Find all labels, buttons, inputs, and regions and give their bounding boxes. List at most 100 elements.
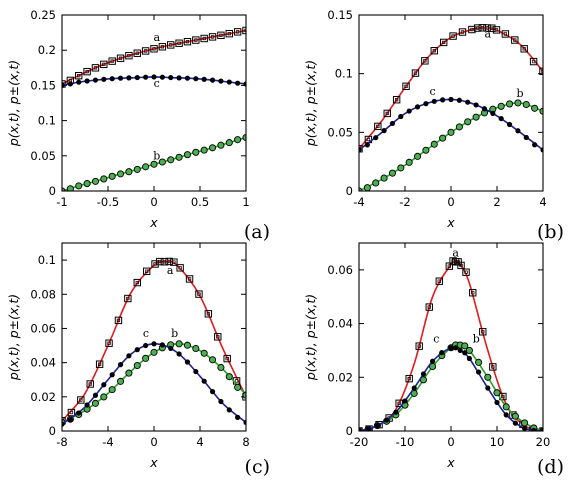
data-point (439, 350, 445, 356)
data-point (521, 419, 529, 427)
data-point-inner (447, 264, 451, 268)
data-point (405, 374, 413, 383)
x-tick-label: 0 (150, 195, 157, 209)
data-point (158, 158, 166, 166)
data-point (472, 113, 480, 121)
data-point (225, 373, 233, 381)
data-point (242, 393, 246, 401)
data-point-inner (160, 45, 165, 49)
series-line-a (359, 26, 543, 150)
data-point-inner (145, 269, 149, 273)
data-point-inner (177, 41, 181, 45)
curve-label-a: a (153, 31, 160, 44)
x-tick-label: 0 (150, 435, 157, 449)
data-point-inner (107, 341, 111, 345)
data-point-inner (503, 32, 508, 36)
data-point (200, 146, 208, 154)
curve-label-a: a (452, 246, 459, 259)
data-point (170, 258, 178, 266)
y-tick-label: 0.04 (327, 317, 353, 331)
data-point (462, 268, 470, 276)
data-point (151, 74, 157, 80)
data-point (431, 98, 437, 104)
data-point (406, 108, 412, 114)
data-point (117, 362, 124, 368)
data-point (84, 78, 90, 84)
data-point (448, 345, 454, 351)
data-point (175, 153, 183, 161)
data-point (184, 359, 191, 365)
data-point (183, 341, 192, 349)
data-point-inner (102, 62, 106, 66)
data-point (425, 303, 433, 311)
plot-frame (61, 242, 247, 432)
y-tick-label: 0 (346, 184, 353, 198)
data-point (108, 57, 116, 65)
data-point (235, 414, 241, 420)
data-point (234, 136, 242, 144)
data-point (364, 142, 370, 148)
data-point (235, 80, 241, 86)
data-point-inner (135, 51, 139, 55)
data-point (511, 36, 519, 44)
data-point (133, 49, 141, 57)
data-point (201, 378, 207, 384)
data-point (506, 121, 513, 128)
data-point-inner (397, 401, 401, 405)
curve-label-a: a (167, 264, 174, 277)
data-point (440, 97, 446, 103)
x-tick-label: 4 (196, 435, 203, 449)
y-tick-label: 0.05 (30, 149, 56, 163)
data-point (108, 172, 116, 180)
x-tick-label: 0.5 (191, 195, 209, 209)
data-point (226, 407, 232, 413)
y-tick-label: 0.05 (327, 125, 353, 139)
data-point (485, 385, 491, 391)
data-point (62, 421, 65, 427)
data-point (192, 148, 200, 156)
x-tick-label: 0 (447, 435, 454, 449)
series-c (359, 96, 543, 153)
data-point-inner (172, 260, 176, 264)
x-axis-label: x (149, 455, 158, 470)
series-c (62, 74, 246, 88)
data-point-inner (417, 344, 421, 348)
data-point (84, 402, 90, 408)
y-tick-label: 0.1 (38, 114, 56, 128)
data-point (142, 354, 150, 362)
data-point (505, 100, 514, 108)
x-tick-label: 8 (242, 435, 249, 449)
data-point-inner (366, 137, 371, 142)
y-tick-label: 0.25 (30, 8, 56, 22)
data-point (484, 373, 492, 381)
x-tick-label: 0 (447, 195, 454, 209)
series-line-c (359, 98, 543, 151)
data-point-inner (471, 291, 475, 295)
data-point (67, 81, 73, 87)
data-point-inner (451, 34, 455, 38)
data-point (498, 115, 504, 122)
data-point (522, 425, 528, 431)
data-point (469, 289, 477, 297)
data-point-inner (116, 318, 121, 323)
data-point (226, 79, 232, 85)
x-tick-label: -2 (399, 195, 410, 209)
data-point (67, 417, 73, 423)
data-point (209, 77, 216, 83)
data-point (200, 34, 208, 43)
data-point (116, 170, 125, 178)
data-point (101, 382, 107, 388)
x-tick-label: -10 (396, 435, 415, 449)
data-point (77, 396, 85, 404)
data-point (218, 398, 224, 405)
data-point (124, 294, 132, 303)
data-point (143, 74, 149, 80)
data-point (134, 347, 140, 353)
data-point (453, 345, 459, 351)
data-point (529, 57, 538, 66)
series-b (359, 99, 543, 191)
data-point (402, 82, 410, 91)
data-point-inner (197, 292, 201, 296)
data-point (466, 355, 472, 362)
data-point (465, 346, 473, 354)
